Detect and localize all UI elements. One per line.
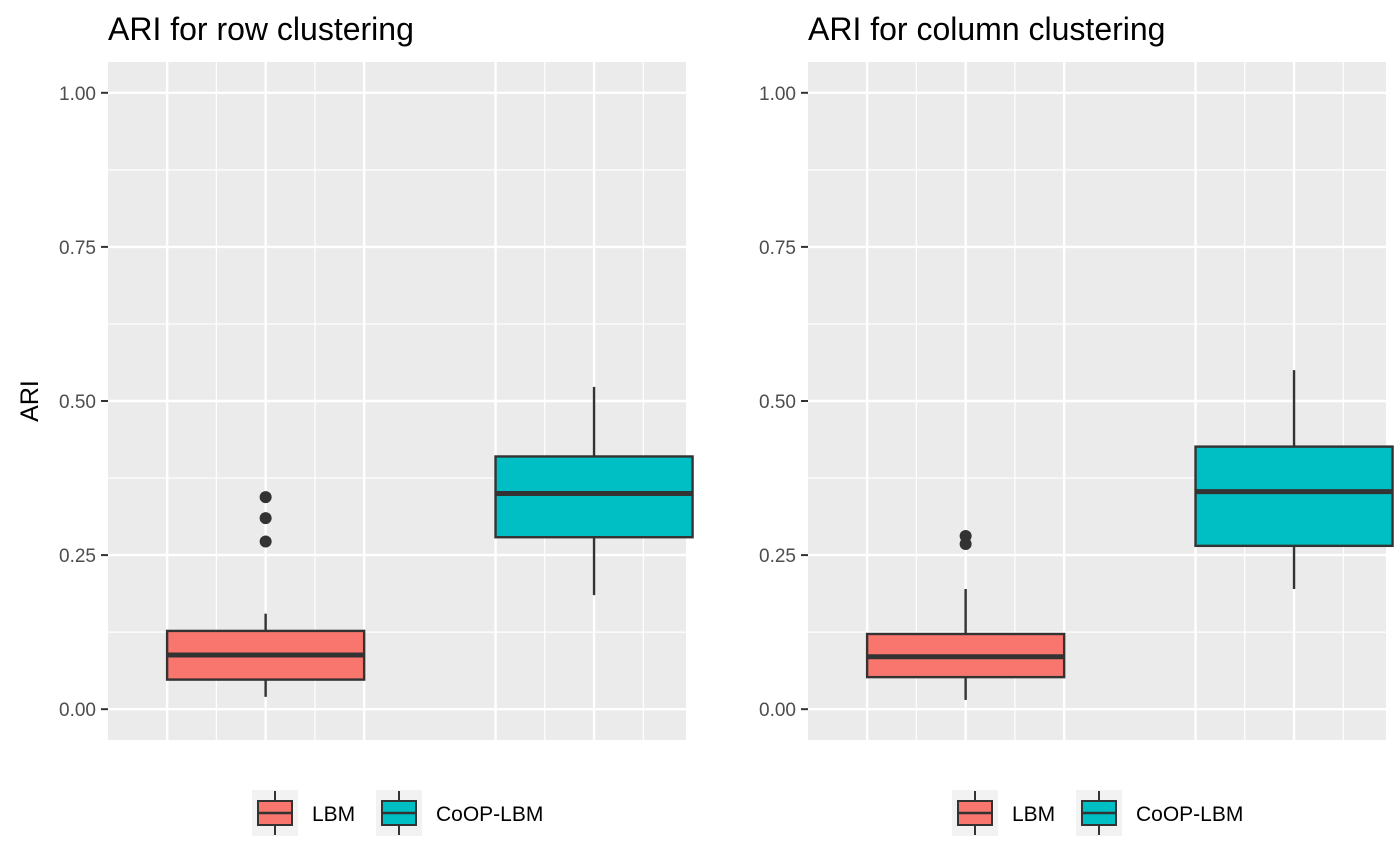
chart-title: ARI for column clustering bbox=[808, 11, 1165, 47]
legend-key-coop-lbm bbox=[1076, 790, 1122, 836]
y-tick-label: 0.75 bbox=[759, 238, 796, 259]
outlier-point bbox=[259, 512, 272, 525]
legend: LBM CoOP-LBM bbox=[952, 790, 1243, 836]
chart-title: ARI for row clustering bbox=[108, 11, 414, 47]
outlier-point bbox=[259, 491, 272, 504]
panel-1: 0.00 0.25 0.50 0.75 1.00 ARI for row clusteri… bbox=[16, 11, 694, 836]
y-tick-label: 0.25 bbox=[59, 546, 96, 567]
box-lbm bbox=[165, 491, 366, 697]
box-coop-lbm bbox=[1194, 370, 1394, 589]
y-tick-label: 1.00 bbox=[59, 84, 96, 105]
legend-label: LBM bbox=[312, 803, 355, 826]
legend-key-coop-lbm bbox=[376, 790, 422, 836]
y-tick-label: 0.00 bbox=[759, 700, 796, 721]
legend: LBM CoOP-LBM bbox=[252, 790, 543, 836]
legend-label: LBM bbox=[1012, 803, 1055, 826]
y-axis-label: ARI bbox=[16, 380, 44, 422]
legend-key-lbm bbox=[252, 790, 298, 836]
box-body bbox=[1194, 445, 1394, 548]
legend-label: CoOP-LBM bbox=[436, 803, 543, 826]
legend-label: CoOP-LBM bbox=[1136, 803, 1243, 826]
legend-key-lbm bbox=[952, 790, 998, 836]
y-tick-label: 0.00 bbox=[59, 700, 96, 721]
y-tick-label: 0.25 bbox=[759, 546, 796, 567]
y-tick-label: 0.75 bbox=[59, 238, 96, 259]
outlier-point bbox=[259, 535, 272, 548]
y-tick-label: 1.00 bbox=[759, 84, 796, 105]
outlier-point bbox=[959, 529, 972, 542]
y-tick-label: 0.50 bbox=[59, 392, 96, 413]
panel-2: 0.00 0.25 0.50 0.75 1.00 ARI for column clust… bbox=[759, 11, 1394, 836]
box-lbm bbox=[865, 529, 1066, 700]
y-tick-label: 0.50 bbox=[759, 392, 796, 413]
box-coop-lbm bbox=[494, 386, 694, 596]
box-body bbox=[494, 455, 694, 539]
